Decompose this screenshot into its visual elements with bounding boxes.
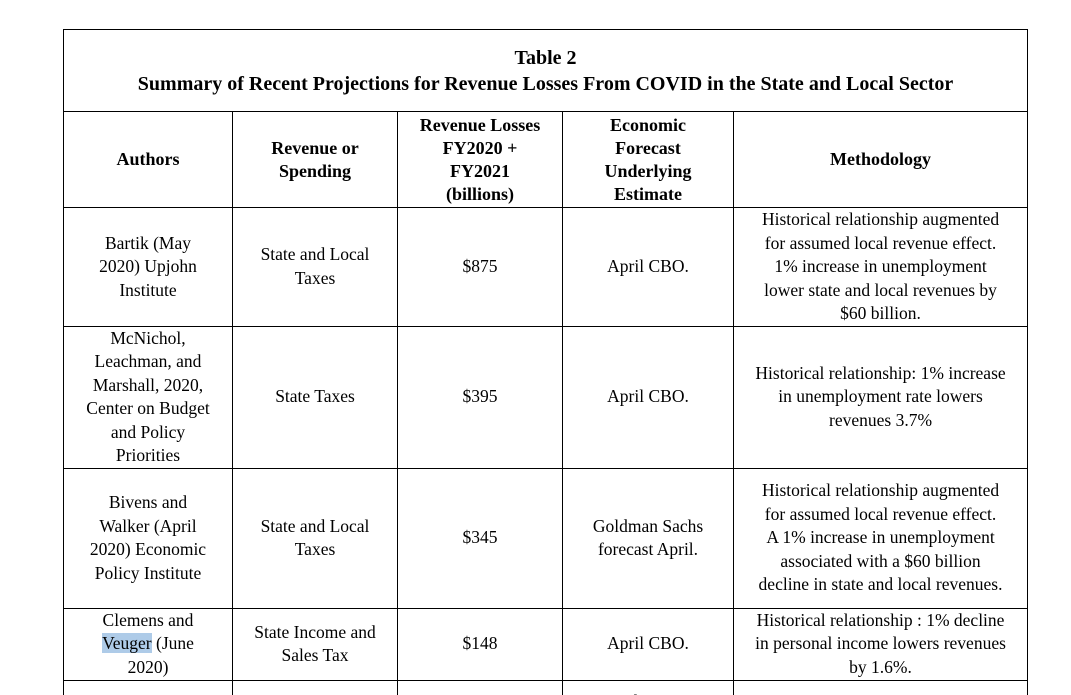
authors-cell: Bivens and Walker (April 2020) Economic … bbox=[63, 467, 233, 609]
revenue-or-spending-cell: State and Local Taxes bbox=[232, 467, 398, 609]
revenue-or-spending-cell bbox=[232, 679, 398, 695]
methodology-cell: Historical relationship: 1% increase in … bbox=[732, 325, 1029, 469]
table-header-row: Authors Revenue or Spending Revenue Loss… bbox=[63, 111, 1029, 208]
revenue-or-spending-cell: State Taxes bbox=[232, 325, 398, 469]
table-number: Table 2 bbox=[514, 46, 577, 69]
column-header-revenue-losses: Revenue Losses FY2020 + FY2021 (billions… bbox=[397, 111, 563, 208]
revenue-losses-cell bbox=[397, 679, 563, 695]
table-subtitle: Summary of Recent Projections for Revenu… bbox=[137, 72, 954, 95]
methodology-cell: Historical relationship augmented for as… bbox=[732, 207, 1029, 327]
revenue-losses-cell: $875 bbox=[397, 207, 563, 327]
authors-text: (June 2020) bbox=[127, 633, 194, 677]
authors-cell: McNichol, Leachman, and Marshall, 2020, … bbox=[63, 325, 233, 469]
column-header-methodology: Methodology bbox=[732, 111, 1029, 208]
revenue-or-spending-cell: State and Local Taxes bbox=[232, 207, 398, 327]
table-row: Clemens and Veuger (June 2020) State Inc… bbox=[63, 607, 1029, 681]
table-row: Bartik (May 2020) Upjohn Institute State… bbox=[63, 207, 1029, 327]
table-title-cell: Table 2 Summary of Recent Projections fo… bbox=[62, 29, 1029, 112]
economic-forecast-cell: April CBO. bbox=[562, 207, 734, 327]
revenue-losses-cell: $395 bbox=[397, 325, 563, 469]
economic-forecast-cell: April CBO. bbox=[562, 325, 734, 469]
table-2: Table 2 Summary of Recent Projections fo… bbox=[62, 29, 1029, 695]
revenue-losses-cell: $345 bbox=[397, 467, 563, 609]
column-header-authors: Authors bbox=[63, 111, 233, 208]
revenue-or-spending-cell: State Income and Sales Tax bbox=[232, 607, 398, 681]
methodology-cell bbox=[732, 679, 1029, 695]
table-row: McNichol, Leachman, and Marshall, 2020, … bbox=[63, 325, 1029, 469]
authors-text: Clemens and bbox=[102, 609, 194, 630]
column-header-revenue-or-spending: Revenue or Spending bbox=[232, 111, 398, 208]
methodology-cell: Historical relationship augmented for as… bbox=[732, 467, 1029, 609]
economic-forecast-cell: April CBO. bbox=[562, 607, 734, 681]
economic-forecast-cell: Baseline May bbox=[562, 679, 734, 695]
methodology-cell: Historical relationship : 1% decline in … bbox=[732, 607, 1029, 681]
table-title-row: Table 2 Summary of Recent Projections fo… bbox=[62, 29, 1029, 112]
authors-cell bbox=[63, 679, 233, 695]
table-row-partial: Baseline May bbox=[63, 679, 1029, 695]
economic-forecast-cell: Goldman Sachs forecast April. bbox=[562, 467, 734, 609]
authors-cell: Bartik (May 2020) Upjohn Institute bbox=[63, 207, 233, 327]
column-header-economic-forecast: Economic Forecast Underlying Estimate bbox=[562, 111, 734, 208]
highlighted-text: Veuger bbox=[102, 633, 152, 654]
table-row: Bivens and Walker (April 2020) Economic … bbox=[63, 467, 1029, 609]
authors-cell: Clemens and Veuger (June 2020) bbox=[63, 607, 233, 681]
revenue-losses-cell: $148 bbox=[397, 607, 563, 681]
